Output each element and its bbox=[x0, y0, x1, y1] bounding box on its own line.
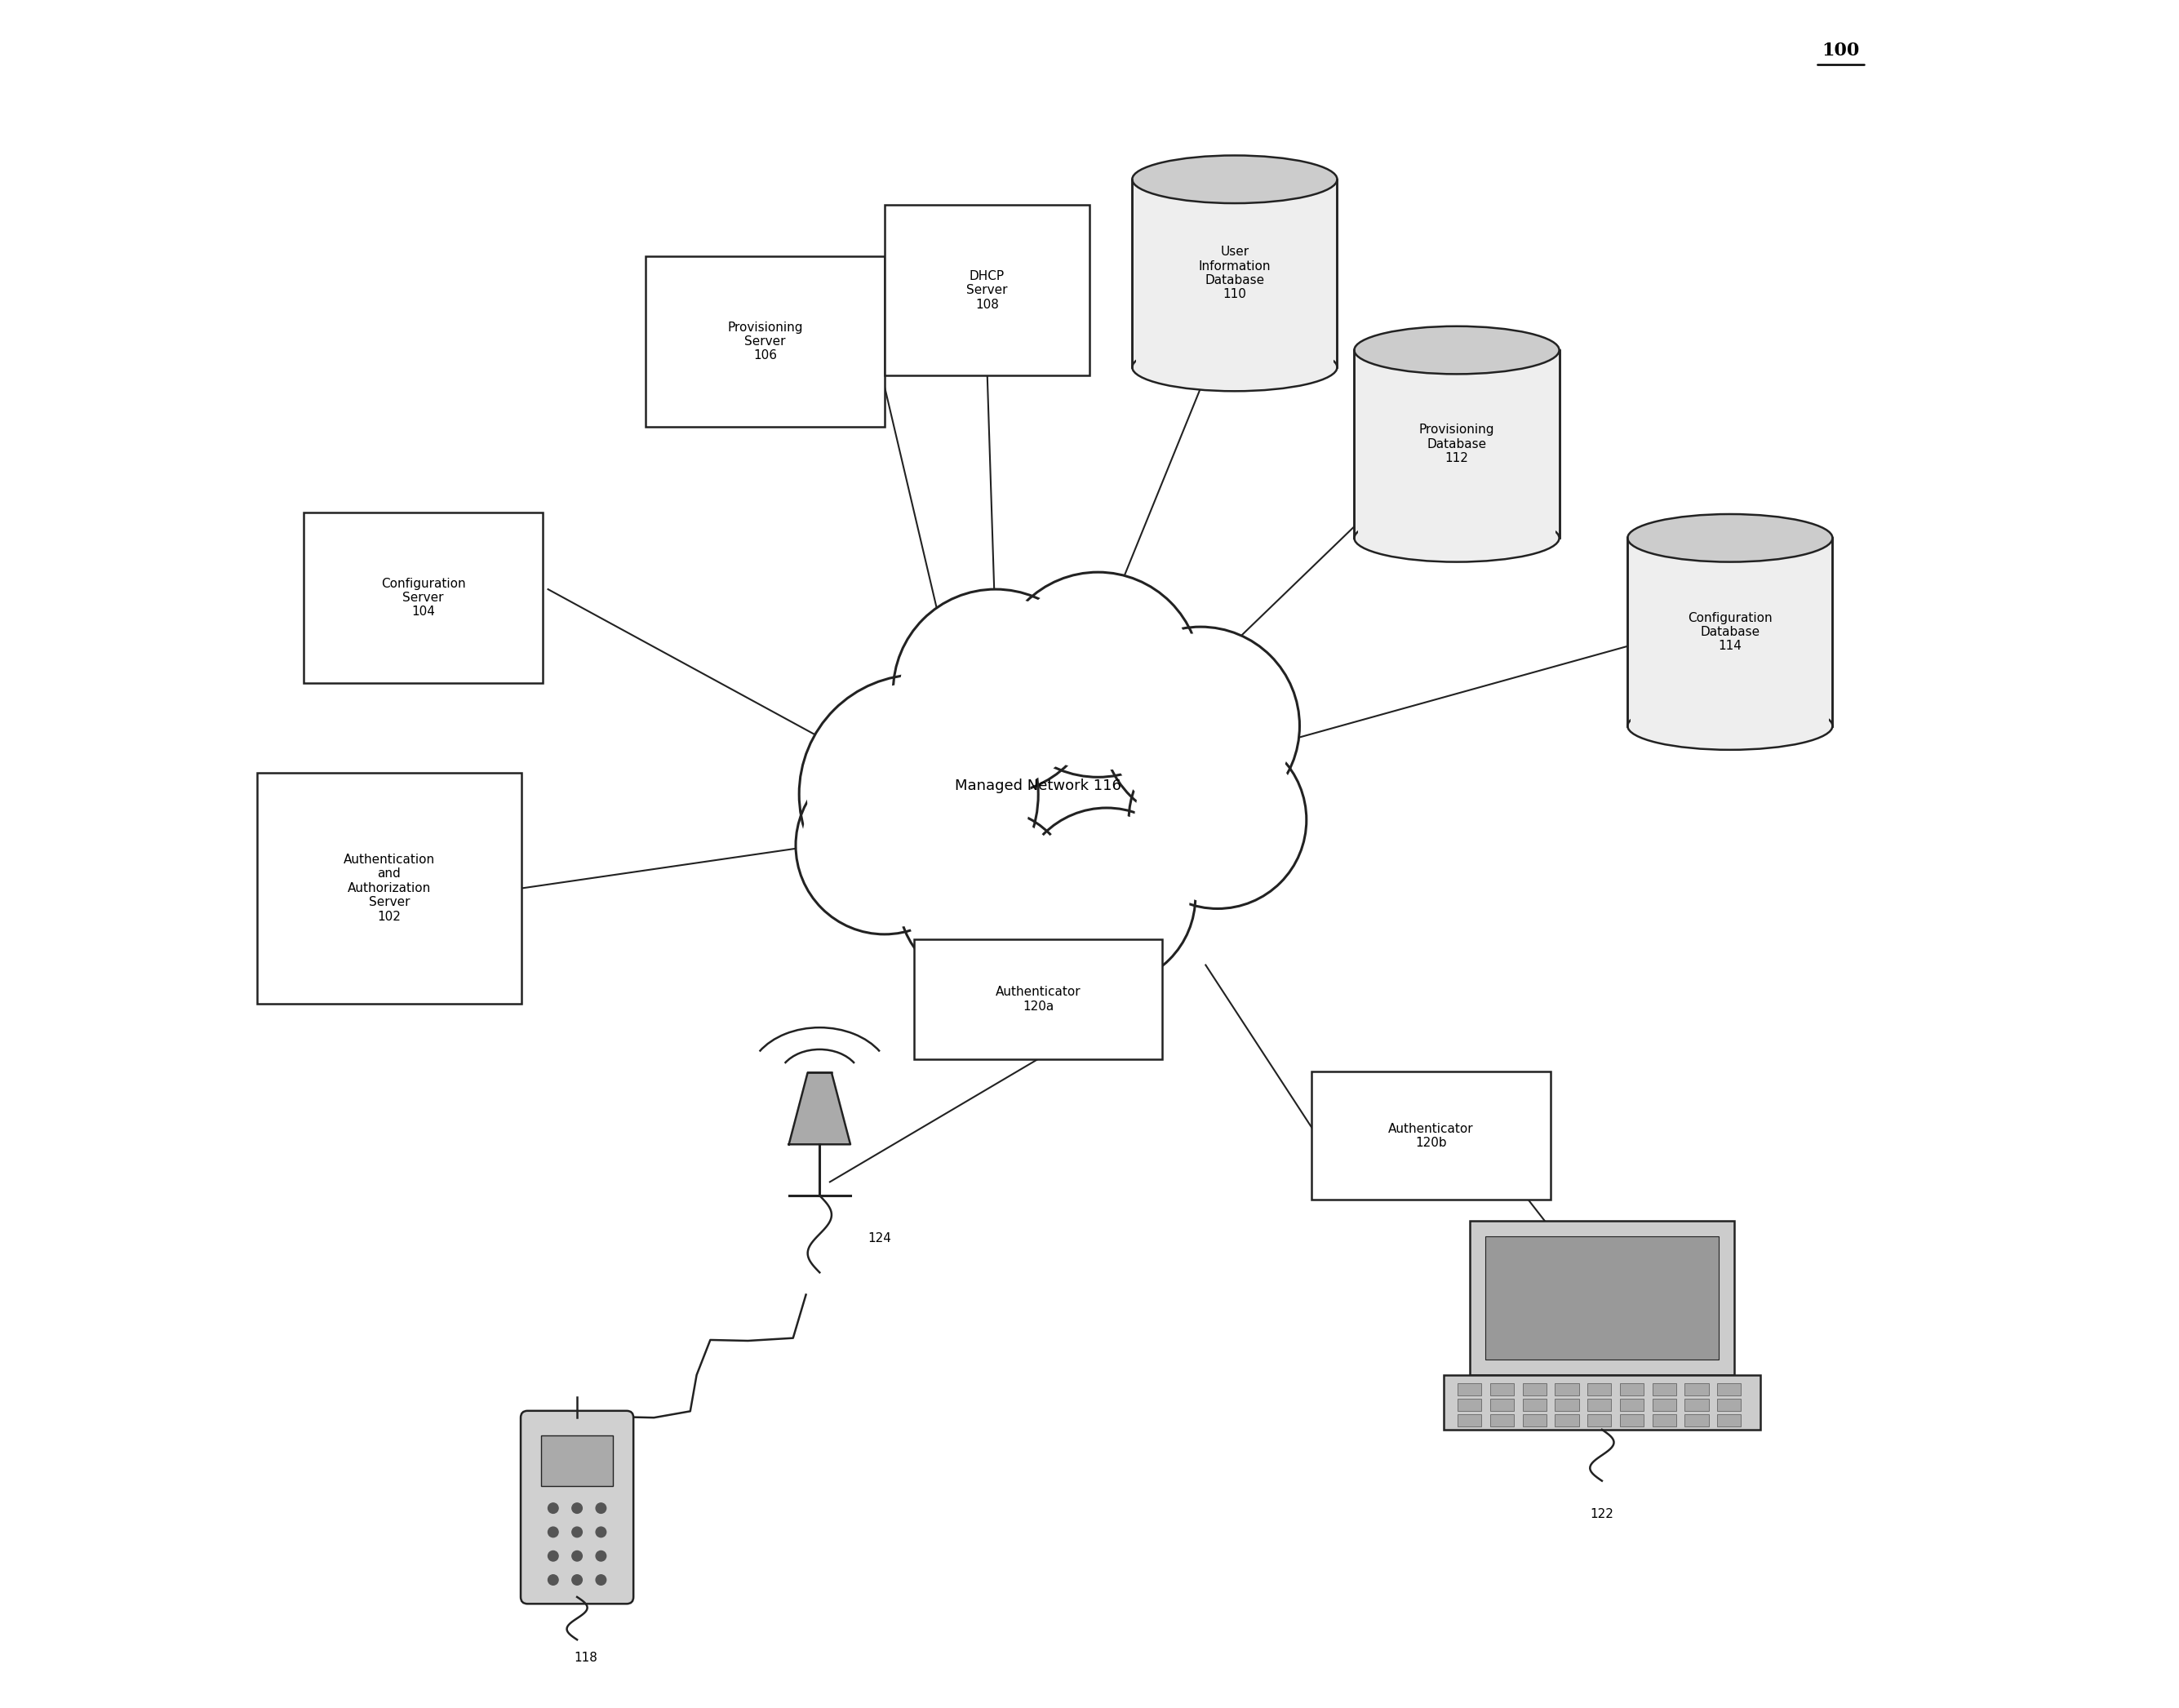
Text: 118: 118 bbox=[573, 1652, 597, 1664]
FancyBboxPatch shape bbox=[885, 205, 1090, 376]
FancyBboxPatch shape bbox=[1652, 1383, 1676, 1395]
Ellipse shape bbox=[1355, 514, 1560, 562]
Text: Authentication
and
Authorization
Server
102: Authentication and Authorization Server … bbox=[344, 854, 436, 922]
FancyBboxPatch shape bbox=[1469, 1221, 1734, 1375]
Circle shape bbox=[595, 1503, 606, 1513]
Circle shape bbox=[900, 596, 1092, 787]
Bar bbox=[1628, 538, 1833, 726]
Circle shape bbox=[800, 675, 1037, 914]
Bar bbox=[1358, 352, 1556, 536]
FancyBboxPatch shape bbox=[1523, 1383, 1547, 1395]
Circle shape bbox=[795, 757, 974, 934]
Circle shape bbox=[595, 1551, 606, 1561]
FancyBboxPatch shape bbox=[1312, 1073, 1551, 1199]
FancyBboxPatch shape bbox=[1588, 1414, 1610, 1426]
Text: 122: 122 bbox=[1591, 1508, 1615, 1520]
FancyBboxPatch shape bbox=[1490, 1414, 1514, 1426]
FancyBboxPatch shape bbox=[1717, 1383, 1741, 1395]
Text: Provisioning
Database
112: Provisioning Database 112 bbox=[1419, 424, 1495, 465]
FancyBboxPatch shape bbox=[1458, 1414, 1482, 1426]
Text: Authenticator
120b: Authenticator 120b bbox=[1388, 1122, 1473, 1149]
Circle shape bbox=[1129, 731, 1307, 909]
Text: Authenticator
120a: Authenticator 120a bbox=[996, 986, 1081, 1013]
FancyBboxPatch shape bbox=[1490, 1383, 1514, 1395]
Circle shape bbox=[1024, 815, 1190, 979]
FancyBboxPatch shape bbox=[1652, 1414, 1676, 1426]
Text: Managed Network 116: Managed Network 116 bbox=[954, 779, 1122, 793]
Circle shape bbox=[996, 572, 1201, 777]
Text: Provisioning
Server
106: Provisioning Server 106 bbox=[728, 321, 802, 362]
FancyBboxPatch shape bbox=[1458, 1383, 1482, 1395]
Text: User
Information
Database
110: User Information Database 110 bbox=[1198, 246, 1270, 301]
Bar bbox=[1630, 540, 1828, 724]
FancyBboxPatch shape bbox=[1619, 1414, 1643, 1426]
FancyBboxPatch shape bbox=[1458, 1399, 1482, 1411]
FancyBboxPatch shape bbox=[1556, 1383, 1580, 1395]
Circle shape bbox=[1109, 634, 1292, 818]
Text: Configuration
Server
104: Configuration Server 104 bbox=[381, 577, 466, 618]
FancyBboxPatch shape bbox=[1523, 1414, 1547, 1426]
FancyBboxPatch shape bbox=[1684, 1399, 1708, 1411]
FancyBboxPatch shape bbox=[1490, 1399, 1514, 1411]
Circle shape bbox=[595, 1527, 606, 1537]
FancyBboxPatch shape bbox=[1556, 1399, 1580, 1411]
Circle shape bbox=[549, 1503, 558, 1513]
Circle shape bbox=[808, 683, 1031, 905]
Ellipse shape bbox=[1628, 702, 1833, 750]
Circle shape bbox=[1100, 627, 1299, 825]
FancyBboxPatch shape bbox=[645, 256, 885, 427]
Text: 100: 100 bbox=[1822, 41, 1861, 60]
Ellipse shape bbox=[1355, 326, 1560, 374]
FancyBboxPatch shape bbox=[1556, 1414, 1580, 1426]
Ellipse shape bbox=[1133, 343, 1338, 391]
Circle shape bbox=[571, 1527, 582, 1537]
FancyBboxPatch shape bbox=[1588, 1383, 1610, 1395]
Circle shape bbox=[549, 1527, 558, 1537]
FancyBboxPatch shape bbox=[1484, 1237, 1719, 1360]
Ellipse shape bbox=[1628, 514, 1833, 562]
Circle shape bbox=[802, 763, 967, 927]
Text: Configuration
Database
114: Configuration Database 114 bbox=[1689, 611, 1772, 652]
FancyBboxPatch shape bbox=[1588, 1399, 1610, 1411]
FancyBboxPatch shape bbox=[1717, 1414, 1741, 1426]
Circle shape bbox=[1018, 808, 1196, 986]
FancyBboxPatch shape bbox=[1445, 1375, 1761, 1430]
Circle shape bbox=[549, 1551, 558, 1561]
FancyBboxPatch shape bbox=[1684, 1414, 1708, 1426]
Circle shape bbox=[1135, 738, 1301, 902]
Circle shape bbox=[549, 1575, 558, 1585]
FancyBboxPatch shape bbox=[1652, 1399, 1676, 1411]
Ellipse shape bbox=[1133, 155, 1338, 203]
FancyBboxPatch shape bbox=[1619, 1383, 1643, 1395]
FancyBboxPatch shape bbox=[303, 512, 543, 683]
FancyBboxPatch shape bbox=[257, 772, 521, 1004]
FancyBboxPatch shape bbox=[521, 1411, 634, 1604]
Circle shape bbox=[571, 1551, 582, 1561]
FancyBboxPatch shape bbox=[915, 939, 1161, 1059]
Polygon shape bbox=[789, 1073, 850, 1144]
Circle shape bbox=[571, 1575, 582, 1585]
FancyBboxPatch shape bbox=[540, 1435, 612, 1486]
Text: 124: 124 bbox=[867, 1231, 891, 1245]
FancyBboxPatch shape bbox=[1523, 1399, 1547, 1411]
Bar bbox=[1135, 181, 1334, 366]
FancyBboxPatch shape bbox=[1684, 1383, 1708, 1395]
FancyBboxPatch shape bbox=[1619, 1399, 1643, 1411]
Circle shape bbox=[571, 1503, 582, 1513]
FancyBboxPatch shape bbox=[1717, 1399, 1741, 1411]
Text: DHCP
Server
108: DHCP Server 108 bbox=[967, 270, 1007, 311]
Circle shape bbox=[1002, 579, 1194, 770]
Circle shape bbox=[898, 808, 1076, 986]
Bar bbox=[1133, 179, 1338, 367]
Bar bbox=[1355, 350, 1560, 538]
Circle shape bbox=[904, 815, 1070, 979]
Circle shape bbox=[893, 589, 1098, 794]
Circle shape bbox=[595, 1575, 606, 1585]
